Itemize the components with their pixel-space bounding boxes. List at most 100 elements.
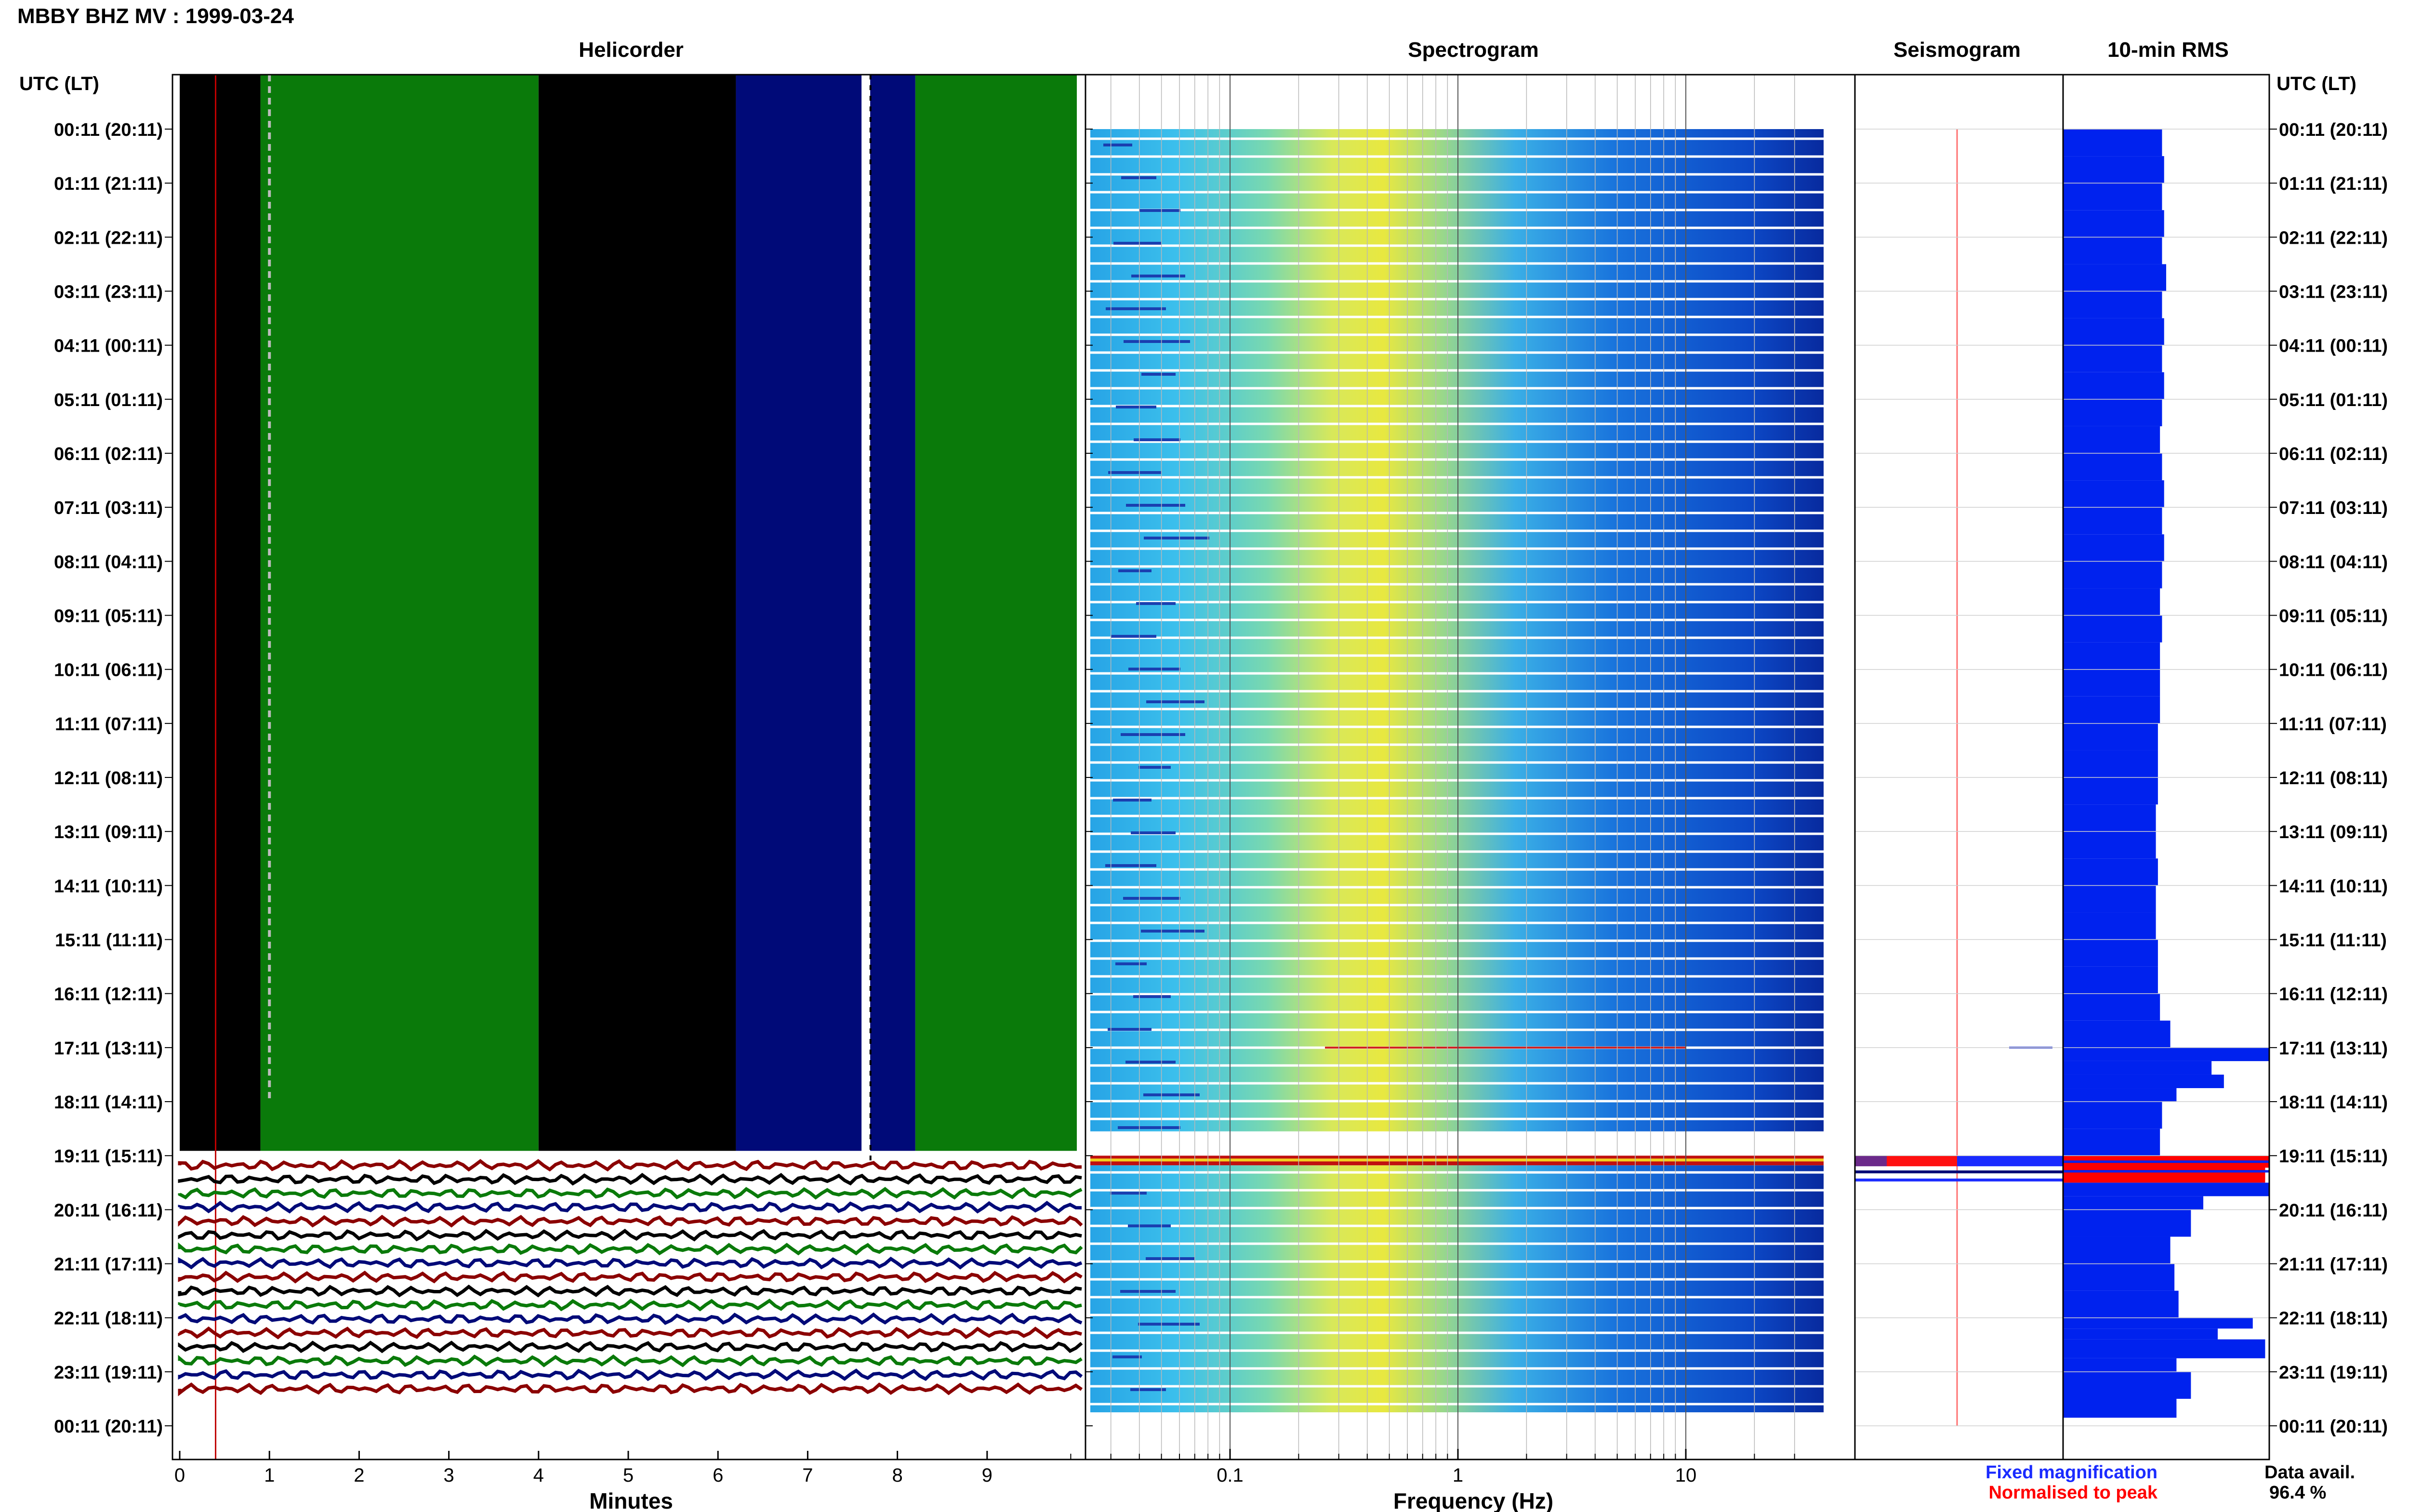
spectrogram-streak xyxy=(1108,471,1161,474)
rms-stripe xyxy=(2063,1156,2269,1158)
time-label-left: 10:11 (06:11) xyxy=(54,660,163,681)
rms-bar xyxy=(2063,1371,2191,1399)
spectrogram-band-2 xyxy=(1090,1165,1824,1413)
spectrogram-streak xyxy=(1118,1126,1180,1129)
spectrogram-streak xyxy=(1144,537,1209,539)
time-label-right: 11:11 (07:11) xyxy=(2279,714,2387,735)
time-label-left: 07:11 (03:11) xyxy=(54,498,163,518)
spectrogram-streak xyxy=(1108,1028,1152,1031)
time-label-left: 21:11 (17:11) xyxy=(54,1255,163,1275)
rms-title: 10-min RMS xyxy=(2107,38,2229,62)
time-label-right: 15:11 (11:11) xyxy=(2279,931,2387,951)
spectrogram-streak xyxy=(1146,1257,1195,1260)
spectrogram-streak xyxy=(1141,373,1176,376)
rms-bar xyxy=(2063,831,2156,859)
time-label-left: 12:11 (08:11) xyxy=(54,768,163,789)
rms-stripe xyxy=(2063,1170,2269,1173)
spectrogram-streak xyxy=(1116,406,1156,408)
rms-bar xyxy=(2063,1047,2269,1061)
rms-bar xyxy=(2063,534,2164,562)
rms-bar xyxy=(2063,426,2160,454)
time-label-left: 00:11 (20:11) xyxy=(54,120,163,140)
rms-bar xyxy=(2063,1290,2179,1318)
time-label-left: 05:11 (01:11) xyxy=(54,390,163,410)
helicorder-trace-8 xyxy=(178,1270,1083,1284)
time-label-right: 13:11 (09:11) xyxy=(2279,822,2388,842)
time-label-right: 04:11 (00:11) xyxy=(2279,336,2388,356)
time-label-left: 15:11 (11:11) xyxy=(55,931,163,951)
time-label-right: 07:11 (03:11) xyxy=(2279,498,2388,518)
spectrogram-streak xyxy=(1139,209,1180,212)
rms-bar xyxy=(2063,1339,2265,1358)
spectrogram-streak xyxy=(1111,635,1156,638)
spectrogram-streak xyxy=(1126,504,1185,507)
time-label-right: 20:11 (16:11) xyxy=(2279,1200,2388,1221)
seismogram-block-purple xyxy=(1855,1156,1887,1167)
frequency-tick-label: 0.1 xyxy=(1217,1465,1244,1486)
rms-bar xyxy=(2063,1358,2177,1372)
rms-bar xyxy=(2063,588,2160,616)
rms-bar xyxy=(2063,777,2158,805)
spectrogram-streak xyxy=(1128,1224,1171,1227)
frequency-axis: 0.1 1 10 xyxy=(1070,1449,1795,1486)
rms-bar xyxy=(2063,723,2158,750)
spectrogram-streak xyxy=(1138,766,1171,769)
spectrogram-streak xyxy=(1112,1355,1142,1358)
spectrogram-streak xyxy=(1130,1388,1166,1391)
minute-tick-label: 3 xyxy=(443,1465,454,1486)
helicorder-gap xyxy=(861,75,871,1161)
helicorder-block-2 xyxy=(538,75,736,1151)
rms-bar xyxy=(2063,1020,2171,1048)
time-label-left: 17:11 (13:11) xyxy=(54,1039,163,1059)
time-axis-label-right: UTC (LT) xyxy=(2277,73,2356,94)
minute-tick-label: 5 xyxy=(623,1465,634,1486)
rms-bar xyxy=(2063,615,2162,643)
time-label-right: 03:11 (23:11) xyxy=(2279,282,2388,302)
helicorder-trace-0 xyxy=(178,1159,1082,1172)
time-label-left: 18:11 (14:11) xyxy=(54,1092,163,1113)
time-label-left: 06:11 (02:11) xyxy=(54,444,163,464)
page-title: MBBY BHZ MV : 1999-03-24 xyxy=(17,4,294,28)
minute-tick-label: 9 xyxy=(982,1465,993,1486)
rms-bar xyxy=(2063,1183,2269,1196)
legend-fixed-magnification: Fixed magnification xyxy=(1985,1462,2158,1483)
rms-bar xyxy=(2063,1129,2160,1156)
frequency-tick-label: 10 xyxy=(1675,1465,1697,1486)
rms-bar xyxy=(2063,939,2158,967)
rms-bar xyxy=(2063,210,2164,237)
time-label-right: 00:11 (20:11) xyxy=(2279,120,2388,140)
seismogram-block-red xyxy=(1887,1156,1957,1167)
time-labels: 00:11 (20:11) 00:11 (20:11) 01:11 (21:11) 0… xyxy=(54,120,2388,1437)
time-label-left: 14:11 (10:11) xyxy=(54,876,163,896)
rms-bar xyxy=(2063,1210,2191,1237)
spectrogram-streak xyxy=(1121,733,1185,736)
spectrogram-streak xyxy=(1103,144,1132,146)
time-label-right: 02:11 (22:11) xyxy=(2279,228,2388,248)
rms-stripe xyxy=(2063,1160,2269,1163)
helicorder-trace-13 xyxy=(178,1341,1083,1354)
rms-bar xyxy=(2063,1166,2265,1183)
rms-plot xyxy=(2063,129,2269,1418)
spectrogram-streak xyxy=(1105,864,1156,867)
time-label-left: 01:11 (21:11) xyxy=(54,174,163,194)
helicorder-trace-7 xyxy=(178,1256,1083,1270)
frequency-tick-label: 1 xyxy=(1453,1465,1463,1486)
time-label-left: 02:11 (22:11) xyxy=(54,228,163,248)
rms-bar xyxy=(2063,291,2162,318)
time-label-right: 06:11 (02:11) xyxy=(2279,444,2388,464)
frequency-axis-label: Frequency (Hz) xyxy=(1393,1488,1553,1512)
rms-bar xyxy=(2063,696,2160,723)
time-axis-label-left: UTC (LT) xyxy=(19,73,99,94)
rms-bar xyxy=(2063,1196,2204,1210)
rms-bar xyxy=(2063,399,2162,426)
data-availability-label: Data avail. xyxy=(2264,1462,2355,1483)
spectrogram-streak xyxy=(1128,668,1180,671)
rms-bar xyxy=(2063,480,2164,508)
rms-bar xyxy=(2063,966,2158,994)
time-label-right: 10:11 (06:11) xyxy=(2279,660,2388,681)
helicorder-trace-3 xyxy=(178,1200,1082,1214)
spectrogram-streak xyxy=(1131,831,1176,834)
time-label-left: 19:11 (15:11) xyxy=(54,1146,163,1167)
helicorder-block-1 xyxy=(260,75,539,1151)
minute-tick-label: 4 xyxy=(533,1465,544,1486)
